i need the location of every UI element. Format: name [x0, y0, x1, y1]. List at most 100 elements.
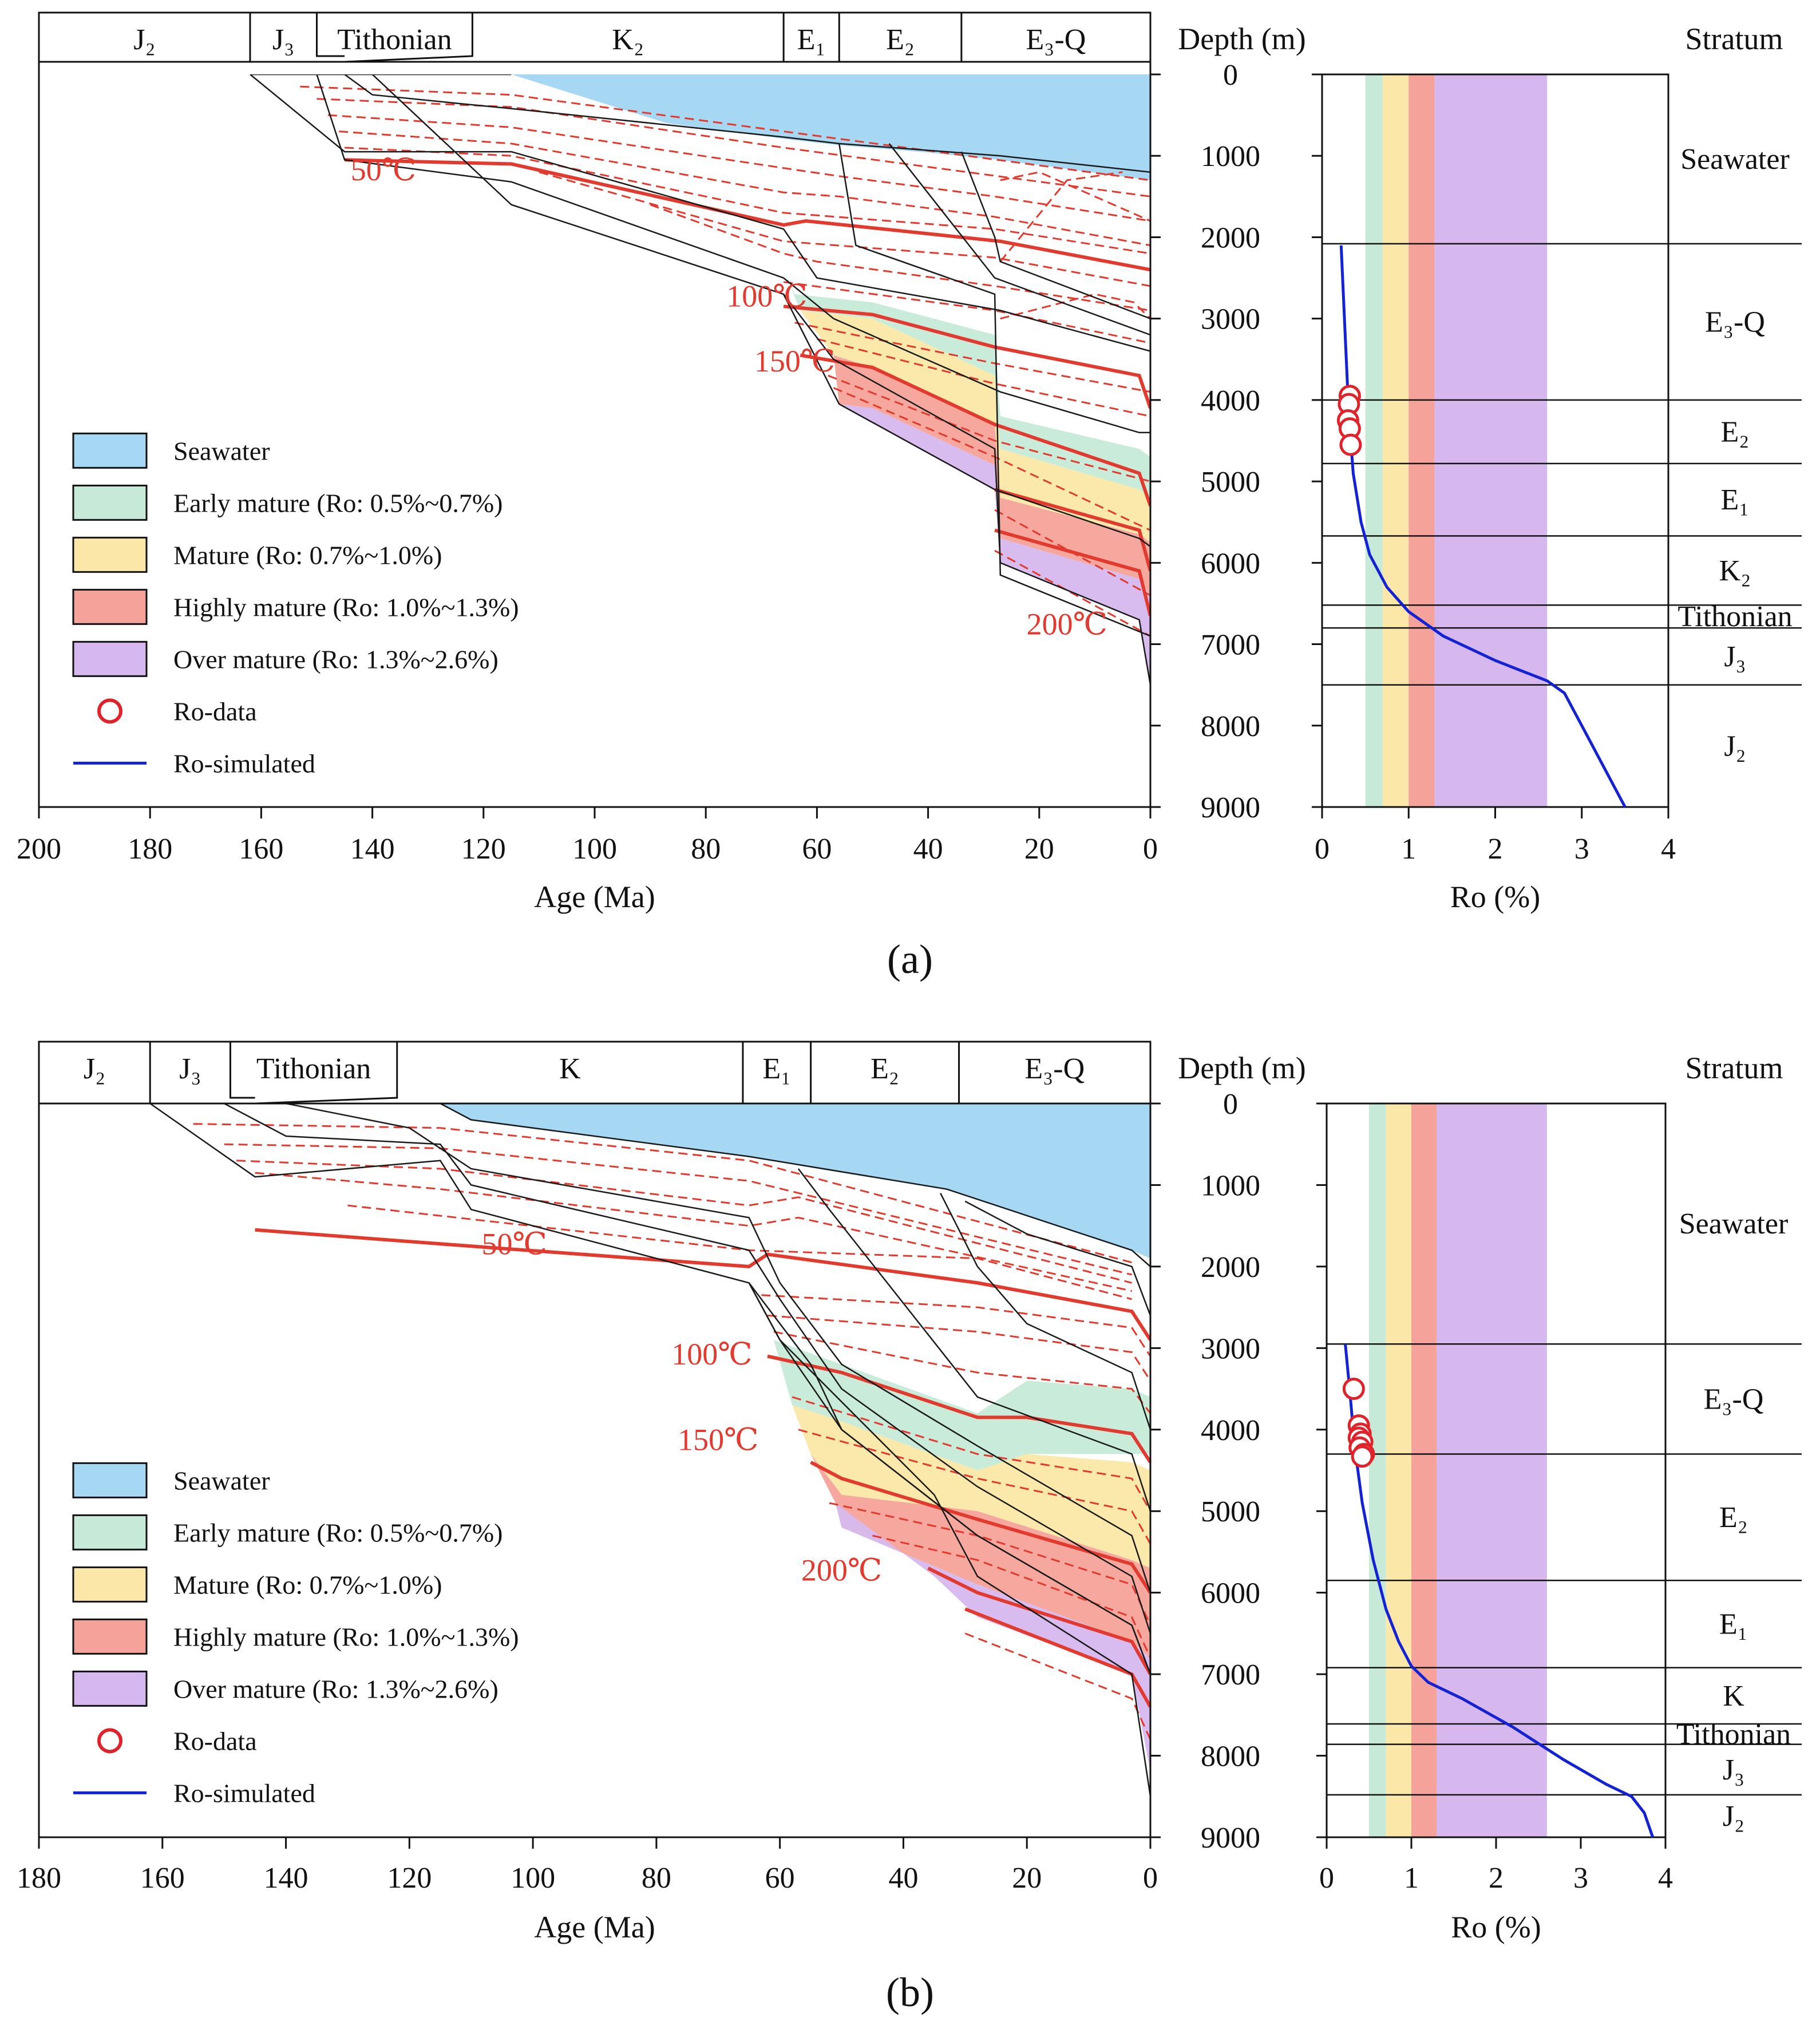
- isotherm-major-1: [783, 304, 1150, 409]
- legend-swatch-seawater: [72, 432, 148, 469]
- isotherm-dashed-4: [347, 1204, 1132, 1300]
- isotherm-dashed-6: [767, 1314, 1150, 1382]
- depth-tick-label: 4000: [1201, 1414, 1260, 1447]
- legend-ro-data-marker: [97, 1728, 122, 1754]
- isotherm-dashed-14: [1000, 171, 1150, 222]
- period-boundary: [344, 13, 473, 63]
- period-label: E₃-Q: [1026, 23, 1086, 56]
- burial-frame: [38, 1041, 1152, 1838]
- isotherm-major-2: [810, 1461, 1150, 1594]
- ro-zone-band-early_mature: [1369, 1103, 1386, 1837]
- depth-tick-label: 8000: [1201, 710, 1260, 743]
- legend-label: Mature (Ro: 0.7%~1.0%): [173, 540, 442, 569]
- burial-horizon-7: [940, 1193, 1150, 1430]
- isotherm-dashed-8: [794, 322, 1150, 393]
- period-label: J₃: [272, 23, 294, 56]
- age-tick-label: 160: [140, 1862, 185, 1894]
- isotherm-major-3: [927, 1567, 1150, 1675]
- age-tick-label: 80: [642, 1862, 671, 1894]
- period-label: J₃: [179, 1053, 201, 1085]
- isotherm-dashed-1: [316, 98, 1150, 197]
- isotherm-dashed-8: [792, 1396, 1150, 1512]
- legend-label: Ro-simulated: [173, 1778, 315, 1807]
- period-label: E₁: [762, 1053, 791, 1085]
- depth-tick-label: 5000: [1201, 466, 1260, 499]
- legend-swatch-early_mature: [72, 484, 148, 521]
- depth-tick-label: 2000: [1201, 222, 1260, 254]
- isotherm-dashed-9: [817, 338, 1150, 417]
- zone-mature: [792, 1405, 1150, 1568]
- isotherm-dashed-5: [761, 1294, 1150, 1357]
- age-tick-label: 60: [765, 1862, 795, 1894]
- zone-over_mature: [835, 1503, 1150, 1772]
- stratum-label: E₃-Q: [1705, 306, 1765, 338]
- age-tick-label: 180: [128, 833, 172, 865]
- legend-swatch-mature: [72, 1566, 148, 1603]
- age-tick-label: 80: [691, 833, 721, 865]
- panel-label: (a): [887, 936, 933, 982]
- legend-label: Highly mature (Ro: 1.0%~1.3%): [173, 1622, 519, 1651]
- legend-swatch-early_mature: [72, 1514, 148, 1551]
- age-tick-label: 40: [913, 833, 943, 865]
- isotherm-label: 50℃: [482, 1227, 547, 1261]
- age-tick-label: 120: [387, 1862, 432, 1894]
- legend-label: Over mature (Ro: 1.3%~2.6%): [173, 644, 498, 674]
- age-tick-label: 160: [239, 833, 283, 865]
- isotherm-dashed-6: [650, 204, 1150, 311]
- period-label: E₁: [797, 23, 826, 56]
- depth-tick-label: 1000: [1201, 140, 1260, 173]
- isotherm-label: 100℃: [726, 279, 807, 313]
- age-tick-label: 60: [802, 833, 832, 865]
- ro-data-point: [1339, 433, 1362, 456]
- isotherm-dashed-1: [224, 1143, 1132, 1276]
- ro-tick-label: 2: [1488, 833, 1503, 865]
- isotherm-dashed-9: [798, 1429, 1150, 1544]
- stratum-label: E₂: [1719, 1501, 1748, 1534]
- depth-tick-label: 3000: [1201, 1332, 1260, 1365]
- isotherm-dashed-0: [193, 1123, 1132, 1264]
- age-tick-label: 200: [17, 833, 61, 865]
- legend-label: Highly mature (Ro: 1.0%~1.3%): [173, 592, 519, 622]
- burial-horizon-8: [964, 1200, 1150, 1316]
- burial-horizon-5: [748, 1282, 1150, 1797]
- isotherm-dashed-16: [1000, 293, 1150, 320]
- age-tick-label: 100: [572, 833, 617, 865]
- burial-horizon-8: [960, 151, 1150, 319]
- isotherm-dashed-7: [783, 281, 1150, 344]
- period-boundary: [229, 1042, 255, 1099]
- stratum-title: Stratum: [1686, 22, 1783, 56]
- isotherm-major-3: [994, 488, 1150, 572]
- isotherm-dashed-11: [872, 1534, 1150, 1659]
- isotherm-label: 50℃: [351, 153, 416, 187]
- isotherm-dashed-12: [964, 1632, 1150, 1740]
- burial-horizon-7: [888, 143, 1150, 336]
- period-label: E₂: [871, 1053, 899, 1085]
- stratum-label: K₂: [1719, 555, 1751, 587]
- age-axis-label: Age (Ma): [534, 1910, 655, 1944]
- legend-label: Ro-simulated: [173, 749, 315, 778]
- ro-zone-band-highly_mature: [1411, 1103, 1437, 1837]
- isotherm-dashed-3: [255, 1172, 1132, 1292]
- depth-tick-label: 9000: [1201, 1822, 1260, 1854]
- isotherm-major-4: [994, 528, 1150, 616]
- burial-horizon-4: [748, 1282, 1150, 1675]
- burial-horizon-4: [371, 74, 1150, 547]
- legend-swatch-over_mature: [72, 640, 148, 677]
- legend: Seawater Early mature (Ro: 0.5%~0.7%) Matu…: [72, 432, 519, 778]
- age-tick-label: 140: [264, 1862, 308, 1894]
- ro-simulated-curve: [1344, 1343, 1655, 1838]
- burial-horizon-6: [798, 1168, 1150, 1512]
- ro-zone-band-over_mature: [1434, 74, 1548, 807]
- isotherm-label: 150℃: [754, 344, 835, 378]
- ro-tick-label: 2: [1489, 1862, 1504, 1894]
- burial-horizon-2: [224, 1103, 1150, 1634]
- stratum-label: Tithonian: [1676, 1718, 1791, 1751]
- ro-tick-label: 1: [1401, 833, 1416, 865]
- depth-tick-label: 9000: [1201, 792, 1260, 824]
- burial-horizon-2: [250, 74, 1150, 352]
- period-label: Tithonian: [337, 23, 452, 56]
- depth-axis-label: Depth (m): [1178, 22, 1305, 56]
- legend-swatch-seawater: [72, 1462, 148, 1498]
